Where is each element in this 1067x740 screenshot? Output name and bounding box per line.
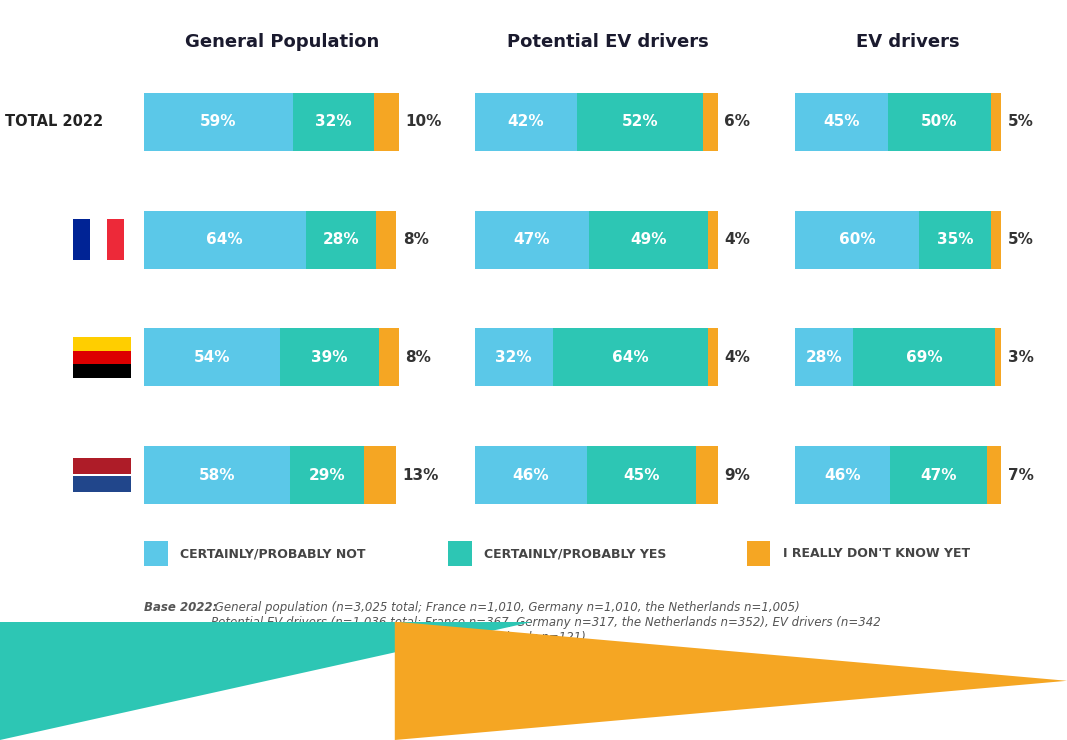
Text: EV drivers: EV drivers [856,33,959,50]
Text: Base 2022:: Base 2022: [144,601,218,614]
Bar [90,219,107,260]
Text: 4%: 4% [724,350,750,365]
Text: 47%: 47% [920,468,957,482]
Bar [377,211,397,269]
Text: 28%: 28% [322,232,360,247]
Text: 58%: 58% [198,468,236,482]
Text: 64%: 64% [207,232,243,247]
Text: Potential EV drivers: Potential EV drivers [507,33,708,50]
Bar [708,329,718,386]
Bar [795,211,919,269]
Bar [73,477,131,492]
Bar [73,351,131,364]
Bar [144,211,305,269]
Bar [708,211,718,269]
Bar [73,219,90,260]
Bar [888,93,991,151]
Bar [73,337,131,351]
Text: 8%: 8% [403,232,429,247]
Bar [853,329,996,386]
Text: 5%: 5% [1008,115,1034,130]
Text: 8%: 8% [405,350,431,365]
Bar [577,93,703,151]
Bar [919,211,991,269]
Bar [475,93,577,151]
Text: 42%: 42% [508,115,544,130]
Bar [293,93,373,151]
Text: TOTAL 2022: TOTAL 2022 [5,115,103,130]
Bar [290,446,364,504]
Bar [107,219,124,260]
Text: 46%: 46% [824,468,861,482]
Polygon shape [395,622,1067,740]
Text: 45%: 45% [823,115,860,130]
Text: I REALLY DON'T KNOW YET: I REALLY DON'T KNOW YET [783,547,970,560]
Bar [475,211,589,269]
Bar [703,93,718,151]
Text: 32%: 32% [315,115,352,130]
Bar [379,329,399,386]
Bar [144,446,290,504]
Text: 54%: 54% [194,350,230,365]
Text: 46%: 46% [512,468,550,482]
Bar [987,446,1001,504]
Text: 10%: 10% [405,115,442,130]
Bar [553,329,708,386]
Bar [364,446,397,504]
Polygon shape [0,622,534,740]
Text: CERTAINLY/PROBABLY NOT: CERTAINLY/PROBABLY NOT [180,547,366,560]
Bar [73,364,131,377]
Bar [305,211,377,269]
Text: General Population: General Population [185,33,379,50]
Bar [890,446,987,504]
Bar [448,541,472,566]
Bar [795,93,888,151]
Bar [795,329,853,386]
Text: General population (n=3,025 total; France n=1,010, Germany n=1,010, the Netherla: General population (n=3,025 total; Franc… [211,601,881,645]
Bar [73,459,131,474]
Text: 28%: 28% [806,350,842,365]
Text: 35%: 35% [937,232,973,247]
Text: 39%: 39% [312,350,348,365]
Text: 7%: 7% [1008,468,1034,482]
Text: CERTAINLY/PROBABLY YES: CERTAINLY/PROBABLY YES [484,547,667,560]
Text: 5%: 5% [1008,232,1034,247]
Text: 45%: 45% [623,468,659,482]
Text: 32%: 32% [495,350,532,365]
Bar [696,446,718,504]
Bar [281,329,379,386]
Text: 69%: 69% [906,350,942,365]
Text: 60%: 60% [839,232,875,247]
Bar [373,93,399,151]
Text: 49%: 49% [631,232,667,247]
Text: 59%: 59% [201,115,237,130]
Text: 64%: 64% [612,350,649,365]
Bar [144,541,168,566]
Text: 4%: 4% [724,232,750,247]
Text: 47%: 47% [513,232,551,247]
Bar [475,329,553,386]
Bar [747,541,770,566]
Bar [475,446,587,504]
Bar [795,446,890,504]
Bar [991,211,1001,269]
Text: 50%: 50% [921,115,958,130]
Bar [991,93,1001,151]
Bar [996,329,1001,386]
Text: 6%: 6% [724,115,750,130]
Bar [144,93,293,151]
Text: 9%: 9% [724,468,750,482]
Bar [589,211,708,269]
Text: 29%: 29% [308,468,346,482]
Text: 52%: 52% [622,115,658,130]
Bar [587,446,696,504]
Text: 3%: 3% [1008,350,1034,365]
Text: 13%: 13% [403,468,440,482]
Bar [144,329,281,386]
